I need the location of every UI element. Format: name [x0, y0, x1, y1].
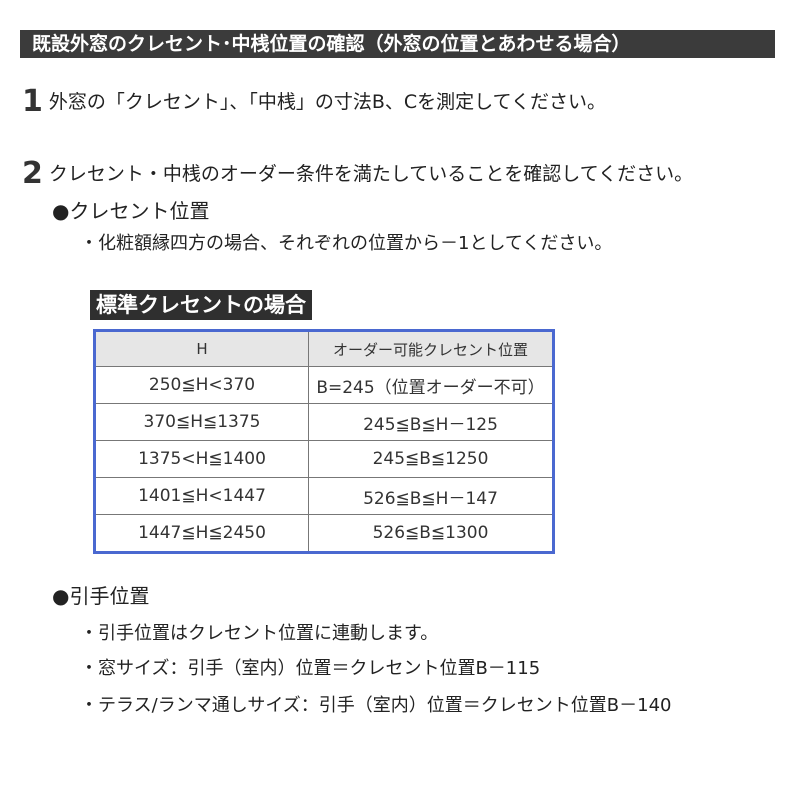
step-2: 2 クレセント・中桟のオーダー条件を満たしていることを確認してください。 [22, 159, 694, 189]
step-text: クレセント・中桟のオーダー条件を満たしていることを確認してください。 [48, 163, 694, 185]
table-header-row: H オーダー可能クレセント位置 [94, 330, 554, 367]
section-title: 既設外窓のクレセント･中桟位置の確認（外窓の位置とあわせる場合） [20, 30, 775, 58]
step-1: 1 外窓の「クレセント」、「中桟」の寸法B、Cを測定してください。 [22, 87, 607, 117]
cell-b: 526≦B≦1300 [308, 514, 554, 553]
crescent-table: H オーダー可能クレセント位置 250≦H<370 B=245（位置オーダー不可） … [93, 329, 555, 554]
handle-item: ・窓サイズ：引手（室内）位置＝クレセント位置B－115 [80, 658, 541, 679]
cell-h: 1375<H≦1400 [94, 440, 309, 478]
crescent-heading: ●クレセント位置 [52, 199, 210, 223]
header-h: H [94, 330, 309, 367]
cell-h: 370≦H≦1375 [94, 403, 309, 441]
cell-h: 1401≦H<1447 [94, 477, 309, 515]
cell-h: 250≦H<370 [94, 366, 309, 404]
cell-b: 245≦B≦H－125 [308, 403, 554, 441]
table-row: 1447≦H≦2450 526≦B≦1300 [94, 514, 554, 553]
table-row: 1375<H≦1400 245≦B≦1250 [94, 440, 554, 478]
table-label: 標準クレセントの場合 [90, 290, 312, 320]
handle-item: ・引手位置はクレセント位置に連動します。 [80, 623, 439, 644]
step-text: 外窓の「クレセント」、「中桟」の寸法B、Cを測定してください。 [48, 91, 607, 113]
table-row: 250≦H<370 B=245（位置オーダー不可） [94, 366, 554, 404]
cell-b: 526≦B≦H－147 [308, 477, 554, 515]
step-number: 2 [22, 156, 43, 191]
cell-b: 245≦B≦1250 [308, 440, 554, 478]
table-row: 370≦H≦1375 245≦B≦H－125 [94, 403, 554, 441]
handle-item: ・テラス/ランマ通しサイズ：引手（室内）位置＝クレセント位置B－140 [80, 695, 672, 716]
handle-heading: ●引手位置 [52, 584, 150, 608]
cell-b: B=245（位置オーダー不可） [308, 366, 554, 404]
cell-h: 1447≦H≦2450 [94, 514, 309, 553]
table-row: 1401≦H<1447 526≦B≦H－147 [94, 477, 554, 515]
header-position: オーダー可能クレセント位置 [308, 330, 554, 367]
step-number: 1 [22, 84, 43, 119]
crescent-note: ・化粧額縁四方の場合、それぞれの位置から－1としてください。 [80, 233, 613, 254]
